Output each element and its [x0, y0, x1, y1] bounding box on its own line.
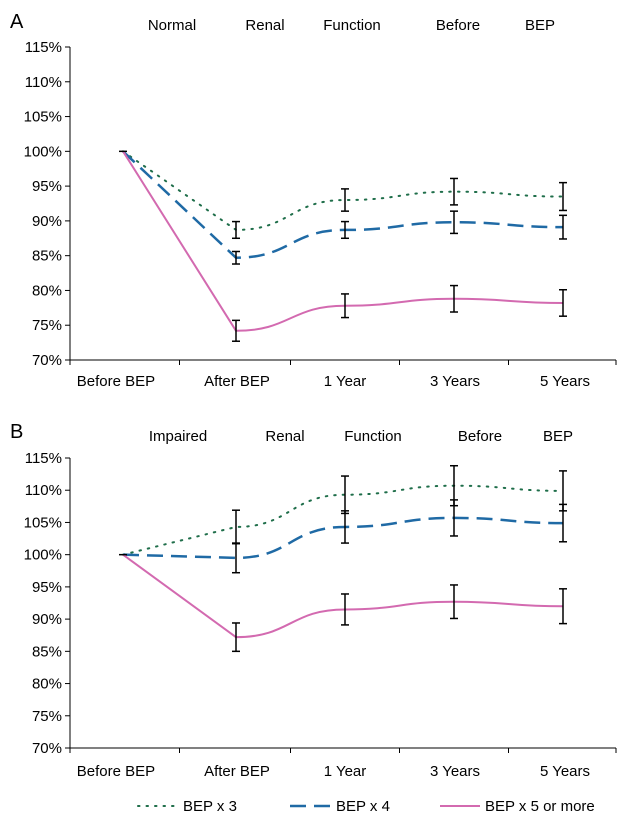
x-tick-label: 5 Years — [540, 763, 590, 780]
y-tick-label: 85% — [32, 643, 62, 660]
y-tick-label: 90% — [32, 611, 62, 628]
y-tick-label: 100% — [24, 547, 62, 564]
legend-label-bep-x3: BEP x 3 — [183, 798, 237, 815]
legend-label-bep-x5-or-more: BEP x 5 or more — [485, 798, 595, 815]
chart-title-word: BEP — [525, 17, 555, 34]
x-tick-label: 1 Year — [324, 763, 367, 780]
x-tick-label: After BEP — [204, 373, 270, 390]
legend: BEP x 3 BEP x 4 BEP x 5 or more — [137, 798, 595, 815]
chart-title-word: Before — [458, 428, 502, 445]
y-tick-label: 115% — [25, 39, 62, 56]
chart-title-word: Function — [344, 428, 402, 445]
series-line-bep-x3 — [122, 150, 564, 231]
chart-title-word: Normal — [148, 17, 196, 34]
x-tick-label: 5 Years — [540, 373, 590, 390]
y-tick-label: 75% — [32, 708, 62, 725]
y-tick-label: 110% — [25, 482, 62, 499]
chart-title-word: Impaired — [149, 428, 207, 445]
y-tick-label: 100% — [24, 143, 62, 160]
chart-panel-a: A Normal Renal Function Before BEP 115% 110% 105… — [10, 11, 617, 390]
y-tick-label: 80% — [32, 676, 62, 693]
chart-title-word: BEP — [543, 428, 573, 445]
panel-label: A — [10, 11, 24, 33]
x-tick-label: Before BEP — [77, 373, 155, 390]
series-line-bep-x5-or-more — [122, 553, 564, 639]
chart-title-word: Function — [323, 17, 381, 34]
x-tick-label: After BEP — [204, 763, 270, 780]
x-tick-label: 3 Years — [430, 763, 480, 780]
series-line-bep-x3 — [122, 484, 564, 556]
y-tick-label: 75% — [32, 317, 62, 334]
y-tick-label: 115% — [25, 450, 62, 467]
y-tick-label: 110% — [25, 74, 62, 91]
panel-label: B — [10, 421, 23, 443]
y-tick-label: 80% — [32, 282, 62, 299]
chart-panel-b: B Impaired Renal Function Before BEP 115% 110% 1… — [10, 421, 617, 780]
x-tick-label: 3 Years — [430, 373, 480, 390]
chart-title-word: Renal — [245, 17, 284, 34]
y-tick-label: 70% — [32, 352, 62, 369]
chart-title-word: Renal — [265, 428, 304, 445]
x-tick-label: Before BEP — [77, 763, 155, 780]
y-tick-label: 90% — [32, 213, 62, 230]
y-tick-label: 85% — [32, 248, 62, 265]
y-tick-label: 95% — [32, 579, 62, 596]
y-tick-label: 70% — [32, 740, 62, 757]
chart-title-word: Before — [436, 17, 480, 34]
series-line-bep-x4 — [122, 516, 564, 560]
y-tick-label: 95% — [32, 178, 62, 195]
y-tick-label: 105% — [24, 514, 62, 531]
y-tick-label: 105% — [24, 109, 62, 126]
x-tick-label: 1 Year — [324, 373, 367, 390]
series-line-bep-x4 — [122, 150, 564, 260]
legend-label-bep-x4: BEP x 4 — [336, 798, 390, 815]
series-line-bep-x5-or-more — [122, 150, 564, 332]
